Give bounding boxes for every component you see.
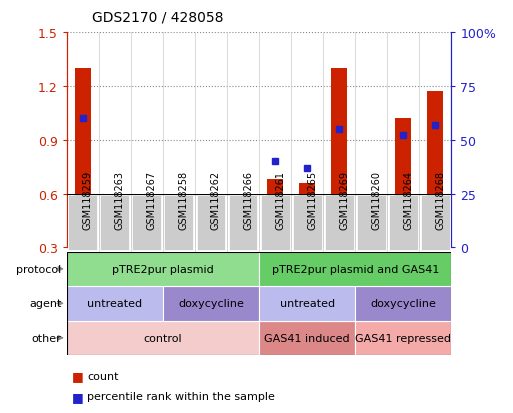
FancyBboxPatch shape xyxy=(101,195,129,251)
FancyBboxPatch shape xyxy=(355,321,451,355)
Text: control: control xyxy=(144,333,182,343)
FancyBboxPatch shape xyxy=(421,195,450,251)
FancyBboxPatch shape xyxy=(325,195,353,251)
Text: GAS41 repressed: GAS41 repressed xyxy=(356,333,451,343)
FancyBboxPatch shape xyxy=(68,195,97,251)
Text: GSM118265: GSM118265 xyxy=(307,171,317,229)
FancyBboxPatch shape xyxy=(293,195,322,251)
Bar xyxy=(139,246,155,248)
Text: GSM118260: GSM118260 xyxy=(371,171,381,229)
Text: GDS2170 / 428058: GDS2170 / 428058 xyxy=(92,11,224,25)
Bar xyxy=(331,69,347,248)
Text: GSM118267: GSM118267 xyxy=(147,171,157,229)
Text: pTRE2pur plasmid: pTRE2pur plasmid xyxy=(112,264,214,274)
FancyBboxPatch shape xyxy=(261,195,289,251)
Text: ■: ■ xyxy=(72,369,84,382)
Bar xyxy=(107,221,123,248)
Text: GSM118262: GSM118262 xyxy=(211,171,221,229)
Text: count: count xyxy=(87,371,119,381)
FancyBboxPatch shape xyxy=(165,195,193,251)
Text: pTRE2pur plasmid and GAS41: pTRE2pur plasmid and GAS41 xyxy=(271,264,439,274)
Text: GSM118266: GSM118266 xyxy=(243,171,253,229)
Bar xyxy=(267,180,283,248)
FancyBboxPatch shape xyxy=(132,195,161,251)
Text: GSM118268: GSM118268 xyxy=(436,171,445,229)
FancyBboxPatch shape xyxy=(229,195,258,251)
Bar xyxy=(203,244,219,248)
Text: GSM118264: GSM118264 xyxy=(403,171,413,229)
FancyBboxPatch shape xyxy=(357,195,386,251)
Text: GSM118258: GSM118258 xyxy=(179,171,189,229)
Bar xyxy=(299,183,315,248)
Bar xyxy=(75,69,91,248)
Bar xyxy=(235,244,251,248)
Text: untreated: untreated xyxy=(87,299,142,309)
FancyBboxPatch shape xyxy=(67,286,163,321)
Text: GSM118261: GSM118261 xyxy=(275,171,285,229)
Text: GAS41 induced: GAS41 induced xyxy=(264,333,350,343)
FancyBboxPatch shape xyxy=(259,252,451,286)
FancyBboxPatch shape xyxy=(389,195,418,251)
FancyBboxPatch shape xyxy=(67,252,259,286)
Bar xyxy=(171,226,187,248)
Text: protocol: protocol xyxy=(16,264,62,274)
Text: percentile rank within the sample: percentile rank within the sample xyxy=(87,392,275,401)
Bar xyxy=(363,246,379,248)
Text: GSM118263: GSM118263 xyxy=(115,171,125,229)
FancyBboxPatch shape xyxy=(163,286,259,321)
FancyBboxPatch shape xyxy=(259,286,355,321)
FancyBboxPatch shape xyxy=(355,286,451,321)
FancyBboxPatch shape xyxy=(259,321,355,355)
Text: untreated: untreated xyxy=(280,299,334,309)
Bar xyxy=(396,119,411,248)
Text: ■: ■ xyxy=(72,390,84,403)
FancyBboxPatch shape xyxy=(196,195,225,251)
Text: agent: agent xyxy=(29,299,62,309)
Text: other: other xyxy=(32,333,62,343)
Bar xyxy=(427,92,443,248)
FancyBboxPatch shape xyxy=(67,321,259,355)
Text: GSM118259: GSM118259 xyxy=(83,171,93,229)
Text: doxycycline: doxycycline xyxy=(370,299,436,309)
Text: doxycycline: doxycycline xyxy=(178,299,244,309)
Text: GSM118269: GSM118269 xyxy=(339,171,349,229)
